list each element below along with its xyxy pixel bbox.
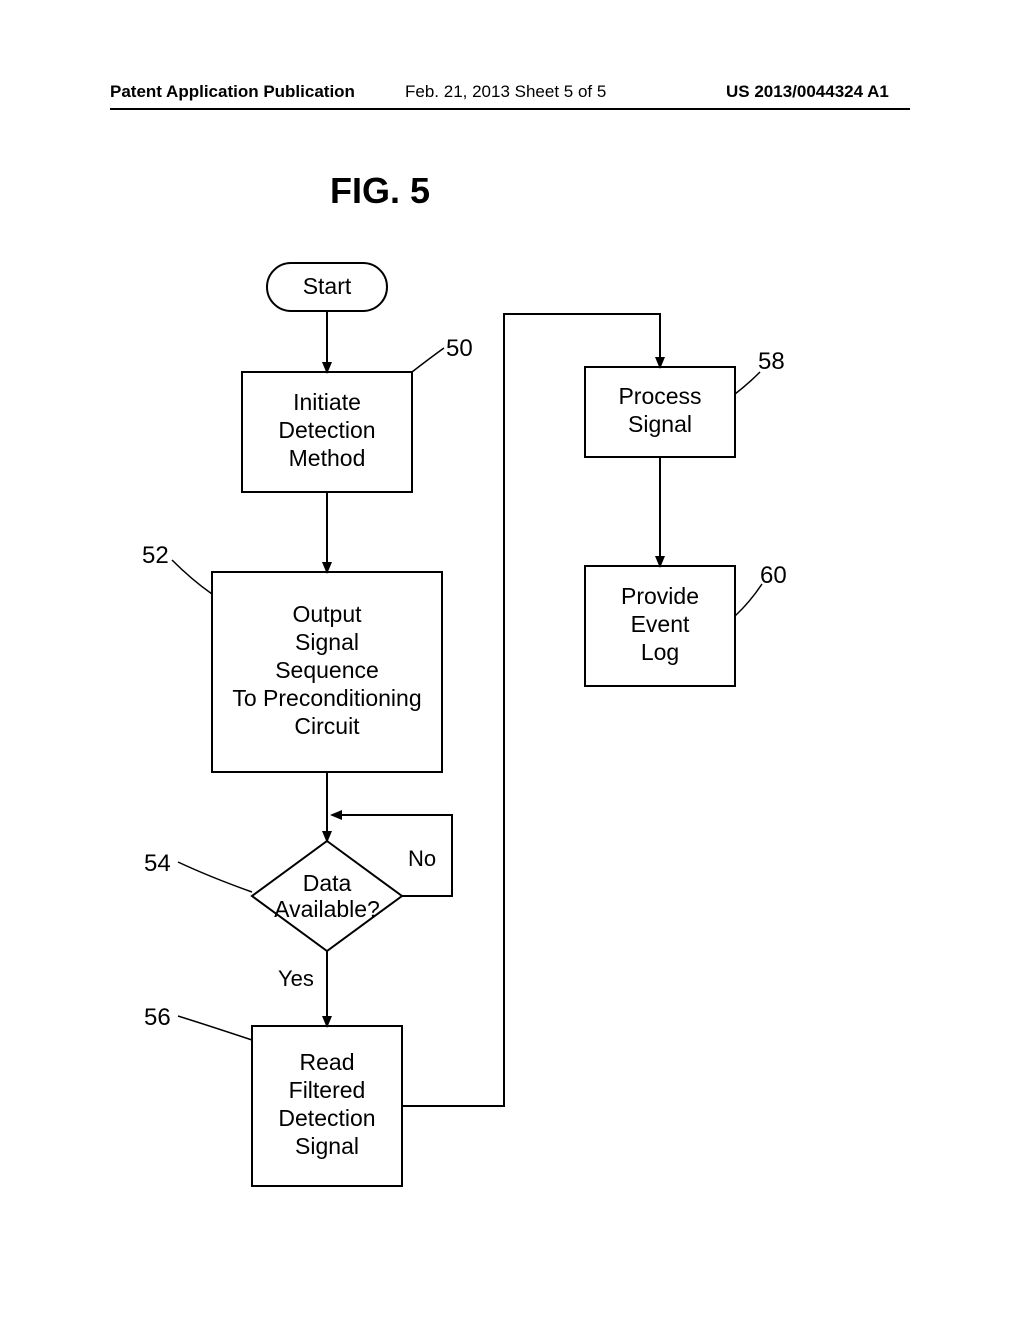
svg-text:Data: Data — [303, 870, 352, 896]
svg-text:Circuit: Circuit — [294, 713, 360, 739]
svg-text:Signal: Signal — [295, 1133, 359, 1159]
svg-text:To Preconditioning: To Preconditioning — [232, 685, 421, 711]
leader-58 — [735, 372, 760, 394]
edge-label: No — [408, 846, 436, 871]
node-decision: DataAvailable? — [252, 841, 402, 951]
svg-text:Start: Start — [303, 273, 352, 299]
node-process: ProcessSignal — [585, 367, 735, 457]
leader-60 — [735, 584, 762, 616]
flowchart-svg: YesNo StartInitiateDetectionMethodOutput… — [0, 0, 1024, 1320]
svg-text:Sequence: Sequence — [275, 657, 379, 683]
svg-text:Signal: Signal — [628, 411, 692, 437]
svg-text:Log: Log — [641, 639, 679, 665]
node-start: Start — [267, 263, 387, 311]
node-provide: ProvideEventLog — [585, 566, 735, 686]
node-initiate: InitiateDetectionMethod — [242, 372, 412, 492]
node-read: ReadFilteredDetectionSignal — [252, 1026, 402, 1186]
node-output: OutputSignalSequenceTo PreconditioningCi… — [212, 572, 442, 772]
svg-text:Detection: Detection — [278, 1105, 375, 1131]
patent-page: Patent Application Publication Feb. 21, … — [0, 0, 1024, 1320]
svg-text:Detection: Detection — [278, 417, 375, 443]
leader-52 — [172, 560, 212, 594]
svg-text:Initiate: Initiate — [293, 389, 361, 415]
leader-56 — [178, 1016, 252, 1040]
svg-text:Signal: Signal — [295, 629, 359, 655]
svg-text:Provide: Provide — [621, 583, 699, 609]
svg-text:Method: Method — [289, 445, 366, 471]
leader-54 — [178, 862, 252, 892]
svg-text:Process: Process — [618, 383, 701, 409]
edge-label: Yes — [278, 966, 314, 991]
svg-text:Filtered: Filtered — [289, 1077, 366, 1103]
leader-50 — [412, 348, 444, 372]
svg-text:Available?: Available? — [274, 896, 380, 922]
edge — [402, 314, 660, 1106]
svg-text:Event: Event — [631, 611, 690, 637]
svg-text:Read: Read — [300, 1049, 355, 1075]
svg-text:Output: Output — [292, 601, 362, 627]
